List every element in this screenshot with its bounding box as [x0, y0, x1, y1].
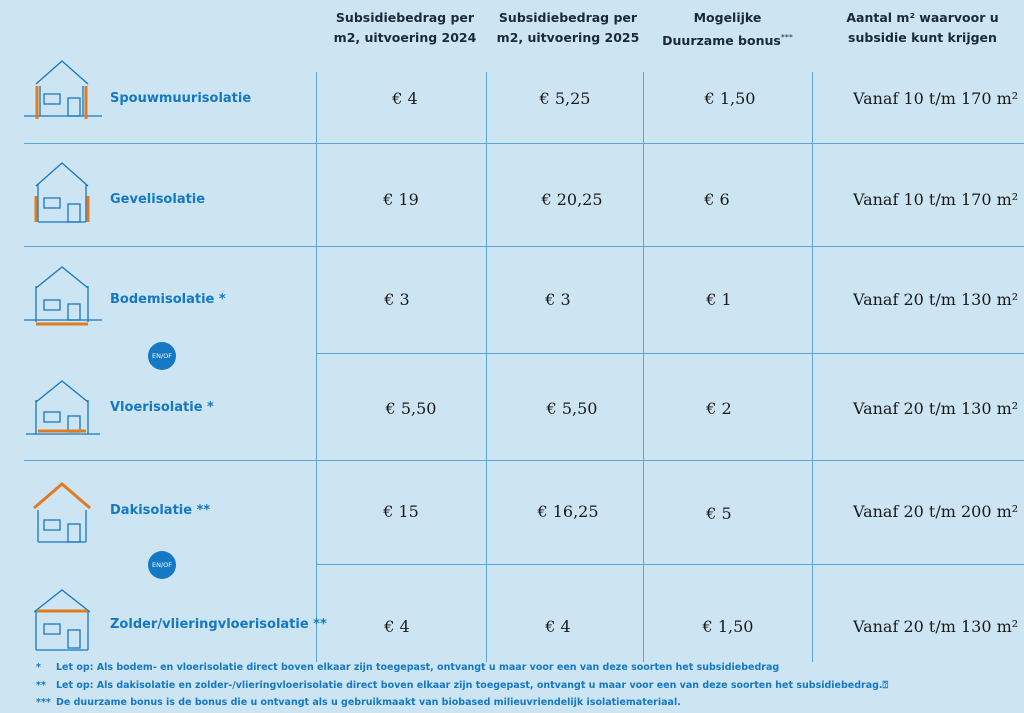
cell-area: Vanaf 20 t/m 130 m²: [853, 399, 1019, 418]
divider-col1: [316, 72, 317, 662]
cell-bonus: € 6: [704, 190, 730, 209]
header-bonus: Mogelijke Duurzame bonus***: [650, 8, 805, 51]
cell-2025: € 20,25: [541, 190, 603, 209]
header-2025-line1: Subsidiebedrag per: [498, 10, 638, 25]
cell-2025: € 3: [545, 290, 571, 309]
cell-bonus: € 1,50: [702, 617, 754, 636]
cell-2025: € 5,25: [539, 89, 591, 108]
and-or-badge: EN/OF: [148, 551, 176, 579]
and-or-badge: EN/OF: [148, 342, 176, 370]
header-area-line2: subsidie kunt krijgen: [848, 30, 997, 45]
row-label-dak: Dakisolatie **: [110, 503, 211, 518]
cell-2024: € 19: [383, 190, 419, 209]
cell-area: Vanaf 20 t/m 200 m²: [853, 502, 1019, 521]
house-floor-icon: [26, 380, 100, 435]
cell-2025: € 5,50: [546, 399, 598, 418]
header-bonus-line2: Duurzame bonus: [662, 33, 781, 49]
cell-bonus: € 5: [706, 504, 732, 523]
header-2024-line1: Subsidiebedrag per: [335, 10, 475, 25]
cell-bonus: € 1,50: [704, 89, 756, 108]
cell-area: Vanaf 10 t/m 170 m²: [853, 89, 1019, 108]
cell-bonus: € 2: [706, 399, 732, 418]
divider-col3: [643, 72, 644, 662]
row-label-spouwmuur: Spouwmuurisolatie: [110, 91, 252, 106]
header-2024-line2: m2, uitvoering 2024: [333, 30, 477, 45]
header-area-line1: Aantal m² waarvoor u: [846, 10, 999, 25]
cell-area: Vanaf 20 t/m 130 m²: [853, 290, 1019, 309]
footnote-mark: *: [36, 662, 41, 673]
cell-2025: € 4: [545, 617, 571, 636]
cell-area: Vanaf 20 t/m 130 m²: [853, 617, 1019, 636]
row-divider: [24, 143, 1024, 144]
footnote-2: ** Let op: Als dakisolatie en zolder-/vli…: [36, 680, 888, 691]
cell-2024: € 15: [383, 502, 419, 521]
cell-2024: € 4: [384, 617, 410, 636]
header-area: Aantal m² waarvoor u subsidie kunt krijg…: [830, 8, 1015, 48]
footnote-3: *** De duurzame bonus is de bonus die u o…: [36, 697, 681, 708]
house-cavity-wall-icon: [24, 60, 102, 119]
cell-area: Vanaf 10 t/m 170 m²: [853, 190, 1019, 209]
house-attic-icon: [33, 589, 91, 651]
cell-2024: € 5,50: [385, 399, 437, 418]
cell-2024: € 3: [384, 290, 410, 309]
header-2024: Subsidiebedrag per m2, uitvoering 2024: [330, 8, 480, 48]
footnote-1: * Let op: Als bodem- en vloerisolatie dir…: [36, 662, 779, 673]
row-label-gevel: Gevelisolatie: [110, 192, 206, 207]
row-label-zolder: Zolder/vlieringvloerisolatie **: [110, 617, 327, 632]
footnote-mark: ***: [36, 697, 51, 708]
footnote-text: Let op: Als dakisolatie en zolder-/vlier…: [56, 680, 889, 691]
footnote-text: De duurzame bonus is de bonus die u ontv…: [56, 697, 681, 708]
footnote-text: Let op: Als bodem- en vloerisolatie dire…: [56, 662, 780, 673]
header-bonus-mark: ***: [780, 33, 793, 42]
row-divider: [24, 246, 1024, 247]
row-label-bodem: Bodemisolatie *: [110, 292, 226, 307]
row-divider: [316, 353, 1024, 354]
footnote-mark: **: [36, 680, 46, 691]
cell-2025: € 16,25: [537, 502, 599, 521]
cell-bonus: € 1: [706, 290, 732, 309]
header-bonus-line1: Mogelijke: [693, 10, 762, 25]
cell-2024: € 4: [392, 89, 418, 108]
house-roof-icon: [33, 482, 91, 543]
header-2025: Subsidiebedrag per m2, uitvoering 2025: [493, 8, 643, 48]
row-divider: [24, 460, 1024, 461]
divider-col4: [812, 72, 813, 662]
row-divider: [316, 564, 1024, 565]
row-label-vloer: Vloerisolatie *: [110, 400, 214, 415]
house-floor-base-icon: [24, 266, 102, 326]
divider-col2: [486, 72, 487, 662]
house-facade-icon: [34, 162, 90, 223]
header-2025-line2: m2, uitvoering 2025: [496, 30, 640, 45]
